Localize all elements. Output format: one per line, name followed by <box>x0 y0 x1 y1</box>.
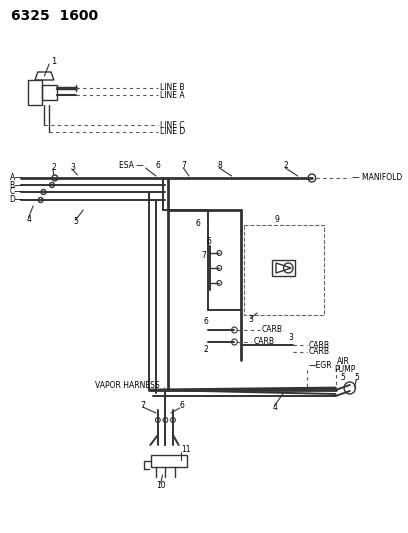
Text: 8: 8 <box>217 161 222 171</box>
Text: 6: 6 <box>180 401 184 410</box>
Text: CARB: CARB <box>309 341 330 350</box>
Text: ESA —: ESA — <box>119 161 144 171</box>
Text: 3: 3 <box>288 334 293 343</box>
Text: 7: 7 <box>201 251 206 260</box>
Text: 2: 2 <box>203 345 208 354</box>
Text: D—: D— <box>9 196 23 205</box>
Text: 6: 6 <box>203 318 208 327</box>
Bar <box>151 455 187 467</box>
Text: 2: 2 <box>51 163 56 172</box>
Text: 5: 5 <box>355 374 359 383</box>
Text: 6: 6 <box>206 238 211 246</box>
Text: 5: 5 <box>340 374 345 383</box>
Text: 3: 3 <box>70 163 75 172</box>
Text: 7: 7 <box>140 401 145 410</box>
Bar <box>244 225 324 315</box>
Text: 11: 11 <box>182 446 191 455</box>
Text: 5: 5 <box>74 217 79 227</box>
Text: LINE A: LINE A <box>160 91 184 100</box>
Text: 1: 1 <box>51 58 56 67</box>
Text: VAPOR HARNESS: VAPOR HARNESS <box>95 381 159 390</box>
Text: CARB: CARB <box>253 337 274 346</box>
Text: 7: 7 <box>182 161 186 171</box>
Text: 4: 4 <box>27 215 31 224</box>
Text: CARB: CARB <box>309 348 330 357</box>
Text: 6325  1600: 6325 1600 <box>11 9 98 23</box>
Text: A—: A— <box>9 174 22 182</box>
Text: — MANIFOLD: — MANIFOLD <box>352 174 402 182</box>
Text: 9: 9 <box>274 215 279 224</box>
Text: C—: C— <box>9 188 22 197</box>
Text: B—: B— <box>9 181 22 190</box>
Text: 6: 6 <box>156 161 161 171</box>
Text: 2: 2 <box>284 161 288 171</box>
Text: PUMP: PUMP <box>335 365 356 374</box>
Text: 10: 10 <box>156 481 166 489</box>
Text: LINE B: LINE B <box>160 84 184 93</box>
Text: —EGR: —EGR <box>309 360 333 369</box>
Text: CARB: CARB <box>262 326 283 335</box>
Text: LINE D: LINE D <box>160 127 185 136</box>
Text: 6: 6 <box>196 219 201 228</box>
Text: 4: 4 <box>272 403 277 413</box>
Text: AIR: AIR <box>337 358 349 367</box>
Text: LINE C: LINE C <box>160 120 184 130</box>
Text: 3: 3 <box>248 316 253 325</box>
